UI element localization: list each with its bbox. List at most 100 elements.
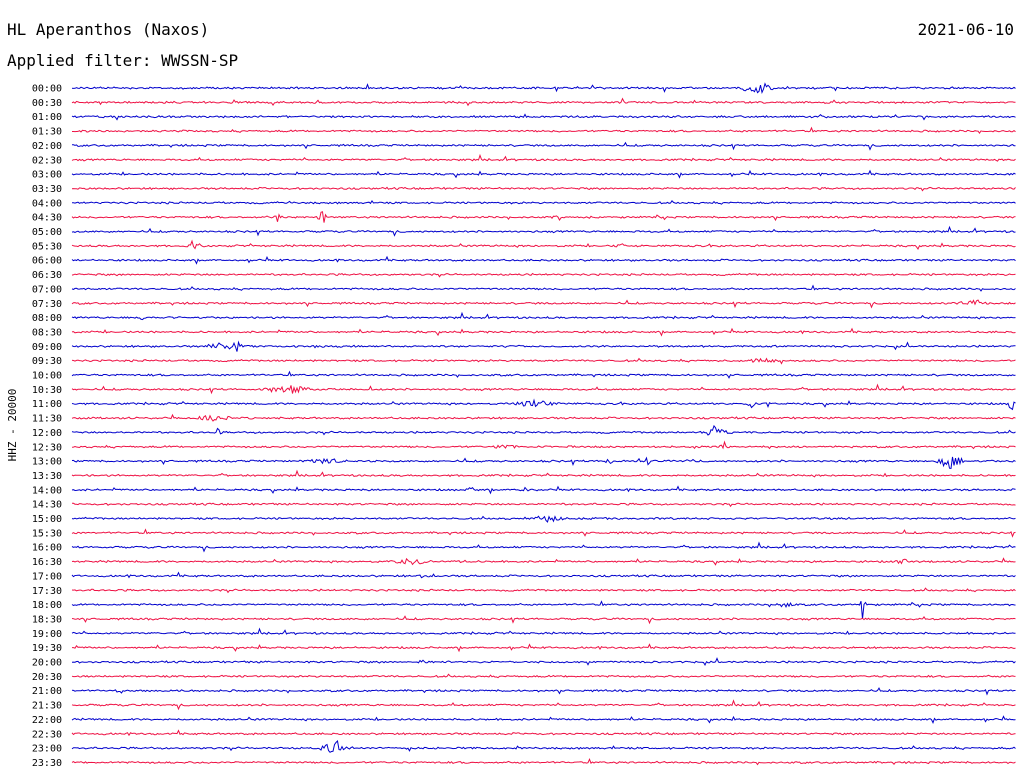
trace-1130 xyxy=(71,413,1016,422)
row-label-0730: 07:30 xyxy=(32,299,62,310)
seismic-traces xyxy=(71,82,1016,766)
row-label-0930: 09:30 xyxy=(32,356,62,367)
trace-0700 xyxy=(71,284,1016,292)
row-label-0130: 01:30 xyxy=(32,127,62,138)
trace-1300 xyxy=(71,456,1016,469)
trace-1330 xyxy=(71,469,1016,478)
row-label-1530: 15:30 xyxy=(32,528,62,539)
trace-0100 xyxy=(71,113,1016,121)
row-label-1930: 19:30 xyxy=(32,643,62,654)
trace-2030 xyxy=(71,673,1016,679)
trace-2230 xyxy=(71,729,1016,737)
date-label: 2021-06-10 xyxy=(917,20,1014,39)
trace-1230 xyxy=(71,440,1016,450)
row-label-1300: 13:00 xyxy=(32,457,62,468)
row-label-1700: 17:00 xyxy=(32,571,62,582)
trace-2130 xyxy=(71,699,1016,711)
trace-0830 xyxy=(71,327,1016,337)
station-title: HL Aperanthos (Naxos) xyxy=(7,20,210,39)
trace-1730 xyxy=(71,587,1016,594)
row-label-1500: 15:00 xyxy=(32,514,62,525)
y-axis-label: HHZ - 20000 xyxy=(6,389,19,462)
row-label-1600: 16:00 xyxy=(32,543,62,554)
row-label-1330: 13:30 xyxy=(32,471,62,482)
trace-0530 xyxy=(71,239,1016,251)
row-label-0100: 01:00 xyxy=(32,112,62,123)
row-label-2230: 22:30 xyxy=(32,729,62,740)
trace-0500 xyxy=(71,225,1016,237)
row-label-1900: 19:00 xyxy=(32,629,62,640)
trace-1400 xyxy=(71,485,1016,495)
trace-0200 xyxy=(72,141,1016,151)
row-label-0000: 00:00 xyxy=(32,84,62,95)
trace-0900 xyxy=(71,340,1016,352)
row-label-0200: 02:00 xyxy=(32,141,62,152)
row-label-0700: 07:00 xyxy=(32,284,62,295)
trace-2000 xyxy=(71,657,1016,666)
trace-1200 xyxy=(71,424,1016,436)
row-label-1100: 11:00 xyxy=(32,399,62,410)
trace-0030 xyxy=(71,97,1016,107)
row-label-0230: 02:30 xyxy=(32,155,62,166)
trace-1000 xyxy=(71,370,1016,379)
row-label-1000: 10:00 xyxy=(32,371,62,382)
row-label-0900: 09:00 xyxy=(32,342,62,353)
row-label-2200: 22:00 xyxy=(32,715,62,726)
row-label-1430: 14:30 xyxy=(32,500,62,511)
trace-0300 xyxy=(71,169,1016,179)
trace-2200 xyxy=(71,715,1016,724)
trace-1800 xyxy=(71,600,1016,620)
trace-2330 xyxy=(71,757,1016,766)
row-label-1130: 11:30 xyxy=(32,414,62,425)
trace-2300 xyxy=(71,739,1016,753)
trace-2100 xyxy=(71,687,1016,696)
trace-0000 xyxy=(71,82,1016,95)
row-label-2000: 20:00 xyxy=(32,658,62,669)
row-time-labels: 00:00 00:30 01:00 01:30 02:00 02:30 03:00 03:30… xyxy=(32,84,62,769)
trace-0630 xyxy=(71,272,1016,278)
row-label-2300: 23:00 xyxy=(32,744,62,755)
row-label-0600: 06:00 xyxy=(32,256,62,267)
row-label-1830: 18:30 xyxy=(32,614,62,625)
trace-1500 xyxy=(71,515,1016,523)
row-label-0030: 00:30 xyxy=(32,98,62,109)
trace-0600 xyxy=(71,255,1016,265)
row-label-1630: 16:30 xyxy=(32,557,62,568)
row-label-1030: 10:30 xyxy=(32,385,62,396)
trace-1100 xyxy=(71,398,1016,411)
trace-0800 xyxy=(71,311,1016,321)
row-label-2130: 21:30 xyxy=(32,701,62,712)
row-label-1400: 14:00 xyxy=(32,485,62,496)
trace-0430 xyxy=(71,211,1016,223)
row-label-0800: 08:00 xyxy=(32,313,62,324)
trace-0330 xyxy=(71,186,1016,192)
trace-1830 xyxy=(71,615,1016,625)
filter-label: Applied filter: WWSSN-SP xyxy=(7,51,239,70)
row-label-0330: 03:30 xyxy=(32,184,62,195)
row-label-0300: 03:00 xyxy=(32,170,62,181)
trace-1900 xyxy=(71,627,1016,636)
trace-1700 xyxy=(71,571,1016,579)
trace-1600 xyxy=(71,541,1016,553)
row-label-2330: 23:30 xyxy=(32,758,62,769)
trace-1930 xyxy=(72,643,1016,653)
row-label-1230: 12:30 xyxy=(32,442,62,453)
trace-0230 xyxy=(71,153,1016,162)
row-label-0530: 05:30 xyxy=(32,241,62,252)
row-label-1200: 12:00 xyxy=(32,428,62,439)
trace-0130 xyxy=(72,126,1016,134)
trace-1530 xyxy=(71,528,1016,538)
row-label-1730: 17:30 xyxy=(32,586,62,597)
trace-0730 xyxy=(71,299,1016,309)
row-label-0500: 05:00 xyxy=(32,227,62,238)
row-label-2030: 20:30 xyxy=(32,672,62,683)
row-label-0630: 06:30 xyxy=(32,270,62,281)
trace-0400 xyxy=(71,199,1016,205)
trace-1430 xyxy=(72,502,1016,508)
trace-1030 xyxy=(71,383,1016,395)
row-label-0830: 08:30 xyxy=(32,327,62,338)
row-label-2100: 21:00 xyxy=(32,686,62,697)
trace-1630 xyxy=(71,557,1016,566)
row-label-0400: 04:00 xyxy=(32,198,62,209)
